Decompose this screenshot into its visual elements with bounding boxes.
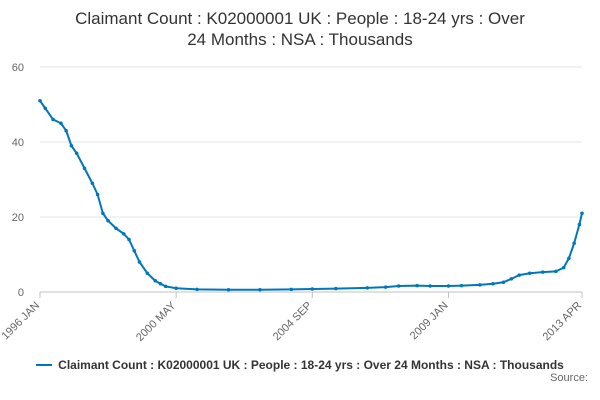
data-point[interactable] <box>137 260 142 264</box>
data-point[interactable] <box>43 106 48 111</box>
data-point[interactable] <box>69 143 74 148</box>
data-point[interactable] <box>310 287 315 291</box>
data-point[interactable] <box>38 98 42 103</box>
data-point[interactable] <box>64 128 68 133</box>
y-tick-label: 0 <box>18 287 24 299</box>
data-point[interactable] <box>572 241 576 246</box>
chart-title-line-1: Claimant Count : K02000001 UK : People :… <box>75 9 525 28</box>
data-point[interactable] <box>226 287 231 292</box>
data-point[interactable] <box>82 166 87 171</box>
y-tick-label: 20 <box>12 212 24 224</box>
x-tick-label: 2000 MAY <box>134 299 179 344</box>
data-point[interactable] <box>415 283 419 288</box>
data-point[interactable] <box>132 248 137 253</box>
data-point[interactable] <box>567 256 571 261</box>
data-point[interactable] <box>163 284 168 289</box>
data-point[interactable] <box>114 226 118 231</box>
data-point[interactable] <box>106 218 110 223</box>
data-point[interactable] <box>478 283 482 287</box>
data-point[interactable] <box>258 287 262 292</box>
data-point[interactable] <box>501 280 506 285</box>
data-point[interactable] <box>577 222 582 227</box>
data-point[interactable] <box>428 284 432 288</box>
data-point[interactable] <box>195 287 199 292</box>
data-point[interactable] <box>289 287 294 292</box>
legend-label: Claimant Count : K02000001 UK : People :… <box>58 358 564 372</box>
y-tick-label: 40 <box>12 137 24 149</box>
data-point[interactable] <box>517 273 521 277</box>
data-point[interactable] <box>561 265 566 270</box>
credits[interactable]: Source: <box>550 372 588 384</box>
chart-title-line-2: 24 Months : NSA : Thousands <box>187 30 413 49</box>
x-tick-label: 1996 JAN <box>0 300 42 343</box>
data-point[interactable] <box>127 237 131 242</box>
data-point[interactable] <box>527 271 532 276</box>
data-point[interactable] <box>446 284 451 288</box>
data-point[interactable] <box>121 232 126 236</box>
data-point[interactable] <box>153 278 158 283</box>
data-point[interactable] <box>51 117 55 122</box>
data-point[interactable] <box>158 281 163 286</box>
data-point[interactable] <box>540 270 545 274</box>
x-axis: 1996 JAN 2000 MAY 2004 SEP 2009 JAN 2013 APR <box>0 292 584 344</box>
x-tick-label: 2009 JAN <box>408 300 451 343</box>
data-point[interactable] <box>334 286 338 291</box>
data-point[interactable] <box>365 286 370 290</box>
data-point[interactable] <box>90 181 95 186</box>
data-point[interactable] <box>554 269 558 274</box>
data-point[interactable] <box>145 271 150 276</box>
data-point[interactable] <box>509 277 514 281</box>
series-line[interactable] <box>39 100 583 291</box>
legend-swatch <box>36 364 53 366</box>
grid-lines <box>40 66 582 293</box>
legend[interactable]: Claimant Count : K02000001 UK : People :… <box>0 355 600 372</box>
data-point[interactable] <box>95 192 100 197</box>
data-point[interactable] <box>174 286 178 291</box>
x-tick-label: 2004 SEP <box>271 300 315 344</box>
data-point[interactable] <box>383 285 388 289</box>
y-axis: 0 20 40 60 <box>12 62 24 299</box>
series-layer <box>38 98 584 292</box>
x-tick-label: 2013 APR <box>541 300 585 344</box>
data-point[interactable] <box>59 121 63 126</box>
data-point[interactable] <box>101 211 105 216</box>
chart-title: Claimant Count : K02000001 UK : People :… <box>0 8 600 50</box>
data-point[interactable] <box>459 283 464 288</box>
y-tick-label: 60 <box>12 62 24 74</box>
data-point[interactable] <box>491 281 495 286</box>
data-point[interactable] <box>396 284 401 288</box>
data-point[interactable] <box>74 151 79 156</box>
data-point[interactable] <box>580 211 584 216</box>
